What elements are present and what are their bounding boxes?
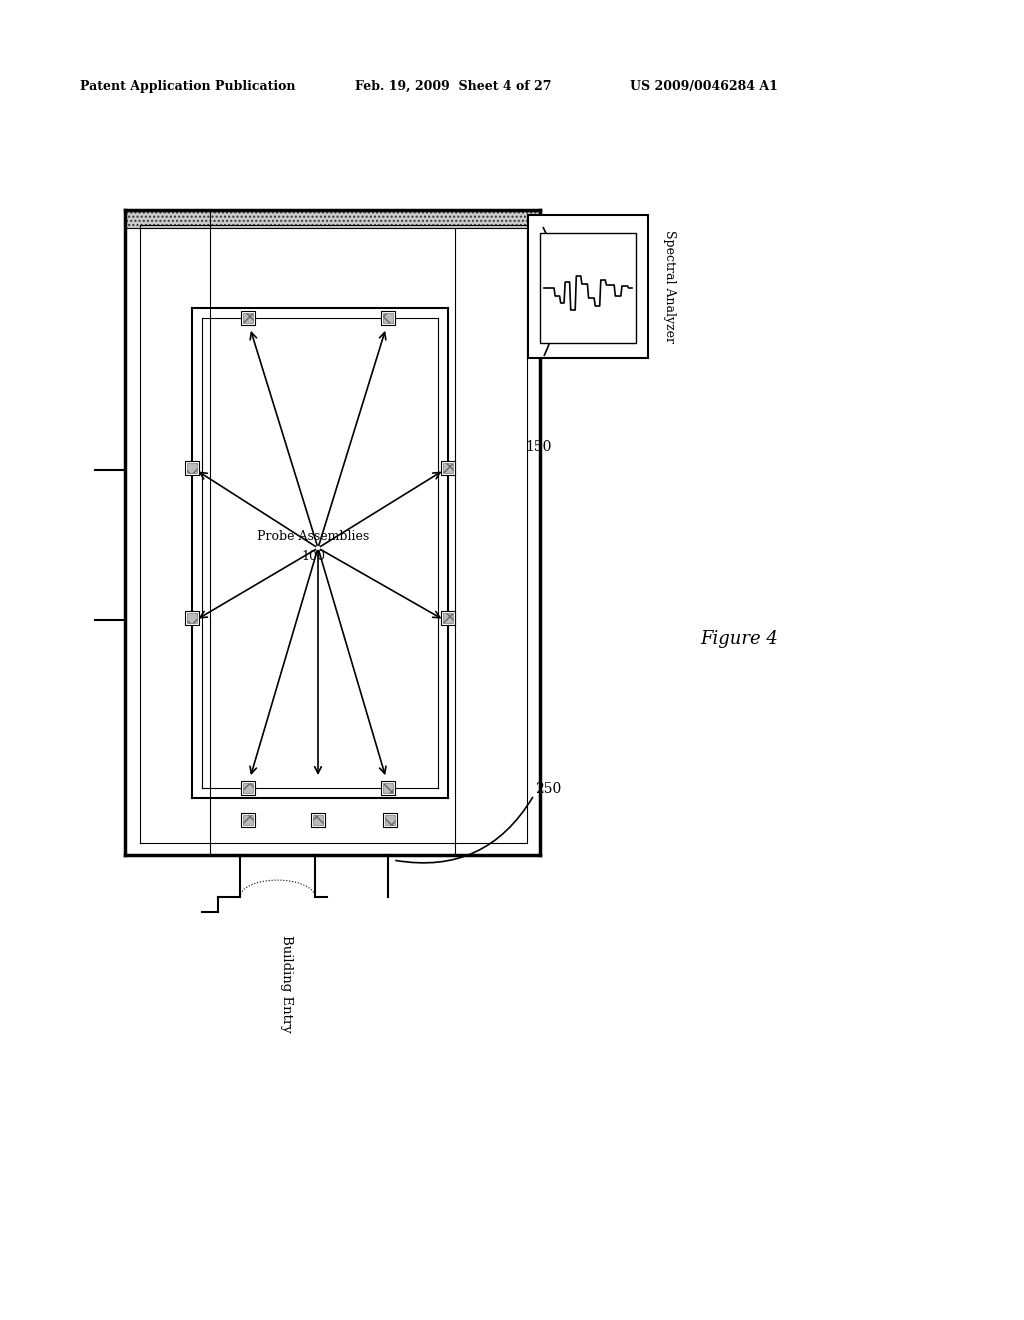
Bar: [383, 783, 393, 793]
Bar: [540, 234, 636, 343]
Bar: [185, 461, 199, 475]
Text: 100: 100: [301, 550, 325, 564]
Text: Probe Assemblies: Probe Assemblies: [257, 531, 369, 543]
Bar: [383, 813, 397, 828]
Text: 250: 250: [535, 781, 561, 796]
Bar: [441, 611, 455, 624]
Text: Spectral Analyzer: Spectral Analyzer: [663, 230, 676, 342]
Bar: [241, 813, 255, 828]
Bar: [441, 461, 455, 475]
Bar: [383, 313, 393, 323]
Text: 150: 150: [525, 440, 551, 454]
Bar: [381, 781, 395, 795]
Bar: [443, 612, 453, 623]
Bar: [381, 312, 395, 325]
Bar: [443, 463, 453, 473]
Bar: [125, 210, 540, 228]
Text: US 2009/0046284 A1: US 2009/0046284 A1: [630, 81, 778, 92]
Bar: [311, 813, 325, 828]
Text: Building Entry: Building Entry: [281, 935, 294, 1032]
Bar: [313, 814, 323, 825]
Bar: [385, 814, 395, 825]
Bar: [243, 313, 253, 323]
Bar: [241, 312, 255, 325]
Bar: [241, 781, 255, 795]
Bar: [528, 215, 648, 358]
Bar: [243, 783, 253, 793]
Text: Feb. 19, 2009  Sheet 4 of 27: Feb. 19, 2009 Sheet 4 of 27: [355, 81, 552, 92]
Bar: [187, 463, 197, 473]
Text: Figure 4: Figure 4: [700, 630, 778, 648]
Bar: [185, 611, 199, 624]
Bar: [187, 612, 197, 623]
Text: Patent Application Publication: Patent Application Publication: [80, 81, 296, 92]
Bar: [243, 814, 253, 825]
